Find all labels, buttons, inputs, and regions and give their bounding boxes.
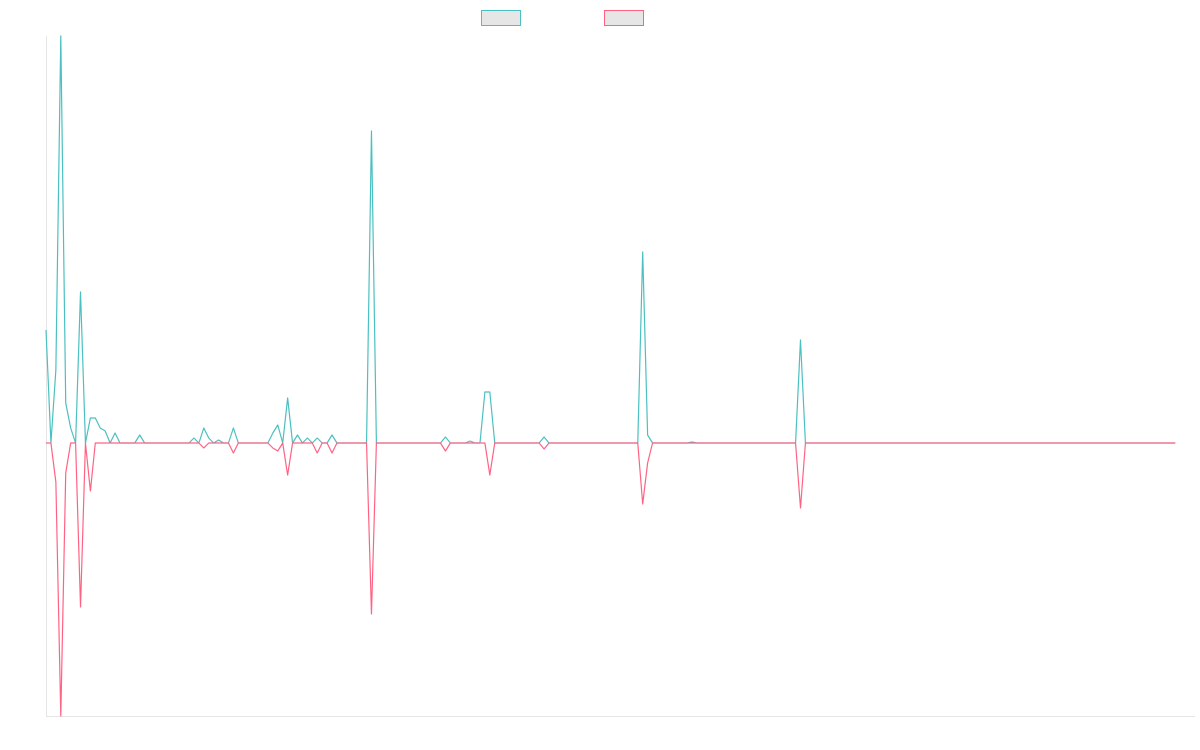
line-series: [45, 35, 1176, 444]
legend-swatch: [481, 10, 521, 26]
legend-swatch: [604, 10, 644, 26]
line-series: [46, 442, 1176, 717]
